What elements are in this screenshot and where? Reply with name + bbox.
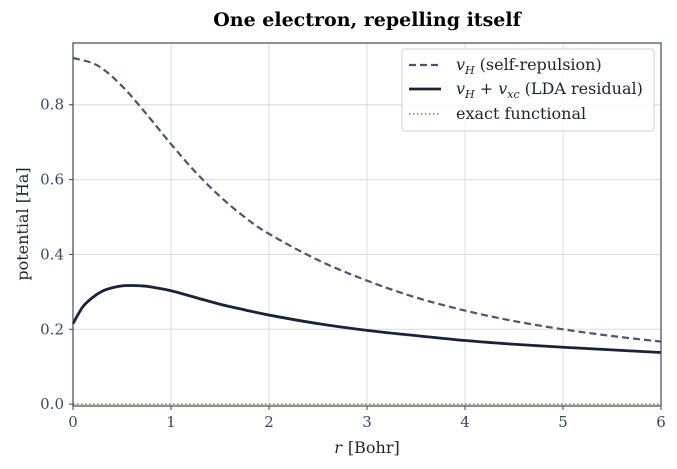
x-tick-label: 0 (68, 413, 78, 431)
x-tick-labels: 0 1 2 3 4 5 6 (68, 406, 666, 431)
legend-label-hartree: vH (self-repulsion) (456, 55, 602, 77)
series-layer (71, 56, 662, 406)
series-line-hartree (72, 56, 662, 343)
y-tick-label: 0.8 (40, 96, 64, 114)
x-tick-label: 2 (264, 413, 274, 431)
x-tick-label: 4 (460, 413, 470, 431)
legend-label-lda: vH + vxc (LDA residual) (456, 79, 643, 101)
y-tick-label: 0.4 (40, 245, 64, 263)
x-tick-label: 6 (656, 413, 666, 431)
y-tick-label: 0.6 (40, 171, 64, 189)
y-tick-label: 0.2 (40, 320, 64, 338)
legend: vH (self-repulsion) vH + vxc (LDA residual… (401, 48, 655, 132)
chart-title: One electron, repelling itself (213, 9, 522, 31)
y-tick-labels: 0.0 0.2 0.4 0.6 0.8 (40, 96, 73, 413)
y-axis-label: potential [Ha] (13, 167, 32, 280)
x-tick-label: 5 (558, 413, 568, 431)
y-tick-label: 0.0 (40, 395, 64, 413)
x-tick-label: 1 (166, 413, 176, 431)
x-tick-label: 3 (362, 413, 372, 431)
legend-box (401, 48, 655, 132)
series-line-lda (71, 284, 662, 354)
x-axis-label: r [Bohr] (334, 438, 399, 457)
legend-label-exact: exact functional (456, 104, 586, 123)
